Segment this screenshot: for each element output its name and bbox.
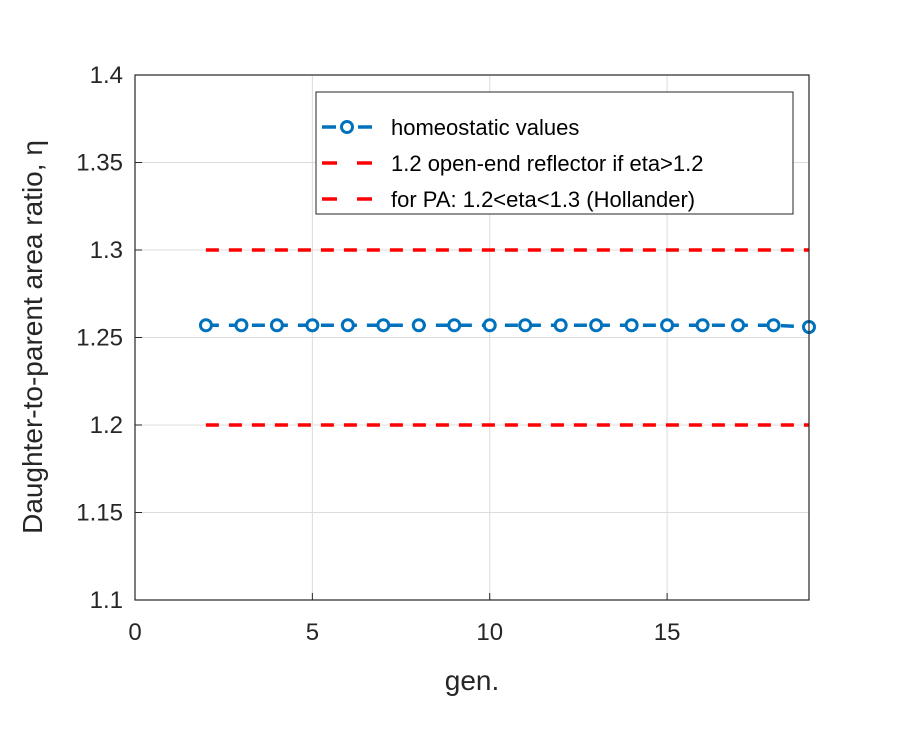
x-axis-ticks: 0 5 10 15 bbox=[128, 593, 680, 646]
data-point-marker bbox=[411, 318, 426, 333]
series-layer bbox=[198, 248, 816, 427]
legend-entry-label: homeostatic values bbox=[391, 115, 579, 140]
legend: homeostatic values 1.2 open-end reflector… bbox=[315, 91, 794, 215]
y-tick-label: 1.4 bbox=[90, 62, 123, 89]
data-point-marker bbox=[589, 318, 604, 333]
data-point-marker bbox=[234, 318, 249, 333]
y-tick-label: 1.15 bbox=[76, 500, 123, 527]
y-tick-label: 1.25 bbox=[76, 325, 123, 352]
data-point-marker bbox=[340, 318, 355, 333]
legend-entry-label: for PA: 1.2<eta<1.3 (Hollander) bbox=[391, 187, 695, 212]
x-tick-label: 15 bbox=[654, 619, 681, 646]
data-point-marker bbox=[731, 318, 746, 333]
data-point-marker bbox=[447, 318, 462, 333]
data-point-marker bbox=[305, 318, 320, 333]
y-tick-label: 1.3 bbox=[90, 237, 123, 264]
data-point-marker bbox=[198, 318, 213, 333]
data-point-marker bbox=[376, 318, 391, 333]
data-point-marker bbox=[624, 318, 639, 333]
data-point-marker bbox=[766, 318, 781, 333]
y-tick-label: 1.2 bbox=[90, 412, 123, 439]
y-axis-ticks: 1.1 1.15 1.2 1.25 1.3 1.35 1.4 bbox=[76, 62, 142, 614]
legend-swatch-marker bbox=[340, 120, 354, 134]
data-point-marker bbox=[695, 318, 710, 333]
x-tick-label: 5 bbox=[306, 619, 319, 646]
y-tick-label: 1.1 bbox=[90, 587, 123, 614]
x-tick-label: 0 bbox=[128, 619, 141, 646]
data-point-marker bbox=[269, 318, 284, 333]
data-point-marker bbox=[660, 318, 675, 333]
data-point-marker bbox=[482, 318, 497, 333]
y-tick-label: 1.35 bbox=[76, 150, 123, 177]
legend-entry-label: 1.2 open-end reflector if eta>1.2 bbox=[391, 151, 704, 176]
x-tick-label: 10 bbox=[476, 619, 503, 646]
data-point-marker bbox=[553, 318, 568, 333]
y-axis-label: Daughter-to-parent area ratio, η bbox=[17, 140, 48, 534]
legend-box bbox=[315, 91, 794, 215]
data-point-marker bbox=[518, 318, 533, 333]
x-axis-label: gen. bbox=[445, 665, 500, 696]
